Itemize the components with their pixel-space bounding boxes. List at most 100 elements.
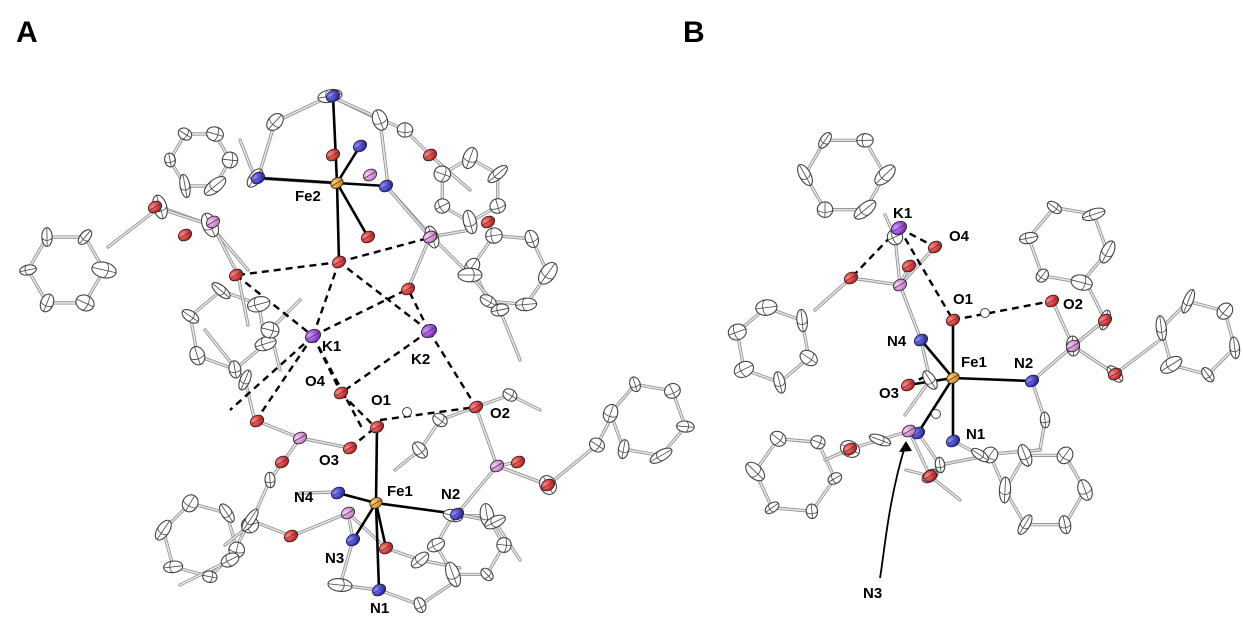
a-ring-upright-carbon-2-meridian	[437, 199, 446, 213]
a-ring-midleft-carbon-4-meridian	[217, 286, 226, 296]
a-o-fe2-b-axis	[361, 233, 375, 241]
a-ring-right-carbon-1-meridian	[656, 450, 664, 462]
label-b-o2: O2	[1063, 296, 1083, 313]
b-ring-lowright-carbon-2-axis	[1018, 514, 1032, 535]
a-chain-12-carbon-1-axis	[416, 597, 424, 613]
a-ring-upright-carbon-2-axis	[435, 202, 450, 210]
b-ring-top-carbon-0-axis	[875, 165, 895, 185]
a-ring-midright-carbon-1	[514, 297, 538, 312]
a-contact-2	[312, 287, 409, 338]
a-ring-right-carbon-2	[617, 439, 630, 460]
b-ring-left-carbon-1	[773, 371, 786, 394]
label-a-o1: O1	[371, 392, 391, 409]
a-fe-bond-10	[335, 181, 341, 264]
b-ring-left-carbon-5-meridian	[796, 319, 808, 325]
b-k1-axis	[891, 223, 907, 233]
a-chain-8-carbon-1-meridian	[264, 479, 276, 484]
a-ring-upleft-carbon-4-axis	[178, 129, 192, 139]
a-p-low-c-axis	[341, 509, 355, 517]
b-chain-3-bond-1-hl	[904, 379, 931, 416]
a-o-left-1	[147, 200, 163, 214]
a-ring-left-carbon-0	[91, 261, 117, 279]
a-k1	[305, 328, 321, 344]
a-o-fe2-a	[325, 148, 341, 162]
b-ring-right-carbon-4-meridian	[1183, 299, 1193, 307]
a-chain-7-carbon-1	[238, 369, 252, 391]
a-ring-upright-carbon-4	[462, 146, 478, 170]
a-ring-upleft-carbon-0-meridian	[229, 151, 234, 169]
a-p-fe2	[362, 168, 378, 182]
panel-b-structure: K1 O4 O1 O2 N4 Fe1 N2 O3 N1 N3	[727, 132, 1241, 602]
b-ring-lowleft-carbon-5-meridian	[815, 435, 822, 449]
b-chain-4-carbon-1-axis	[938, 457, 942, 473]
a-ring-upleft-carbon-5	[206, 126, 224, 142]
b-ring-right-carbon-0-axis	[1232, 336, 1237, 359]
a-ring-midleft-carbon-1-meridian	[228, 368, 242, 373]
a-chain-2-carbon-1-axis	[268, 114, 282, 130]
b-ring-right-carbon-3-meridian	[1155, 327, 1167, 333]
b-ring-lowleft-carbon-1-meridian	[805, 510, 818, 515]
a-k1-axis	[305, 331, 321, 341]
a-n4-axis	[331, 489, 345, 497]
a-ring-left-carbon-0-axis	[91, 266, 117, 274]
b-ring-left-carbon-2-axis	[734, 364, 754, 375]
a-ring-lowleft-carbon-1-meridian	[208, 570, 213, 583]
b-ring-lowright-carbon-4-axis	[1020, 444, 1030, 467]
a-p-low-r-axis	[490, 462, 504, 470]
a-fe-bond-5	[374, 501, 388, 550]
b-ring-lowleft-carbon-1-axis	[810, 503, 813, 519]
a-p-low-l-axis	[293, 434, 307, 442]
b-ring-upright-carbon-4-meridian	[1051, 203, 1059, 213]
a-o1-axis	[370, 423, 384, 431]
b-ring-right-carbon-3-axis	[1159, 315, 1164, 341]
b-ring-upright-carbon-0-axis	[1101, 241, 1114, 263]
a-chain-5-carbon-2	[457, 267, 483, 283]
a-ring-upleft-carbon-5-axis	[206, 131, 224, 137]
a-chain-14-carbon-2	[412, 441, 428, 459]
b-ring-top-carbon-2	[816, 201, 834, 218]
a-fe-bond-6	[331, 94, 339, 185]
a-ring-midleft-carbon-3	[181, 308, 200, 324]
a-ring-midleft-carbon-2	[189, 346, 206, 366]
a-ring-right-carbon-1	[649, 447, 673, 464]
a-fe-bond-8	[335, 181, 388, 188]
a-ring-upleft-carbon-2	[179, 173, 191, 199]
a-ring-upleft-carbon-3-axis	[168, 153, 172, 167]
a-ring-midright-carbon-5-axis	[528, 230, 536, 248]
a-ring-lowleft-carbon-5-axis	[220, 504, 234, 523]
a-ring-lowleft-carbon-4-meridian	[183, 499, 198, 509]
b-fe-bond-2	[919, 338, 955, 380]
a-chain-3-bond-0-hl	[329, 95, 406, 131]
a-fe-bond-2	[336, 491, 378, 505]
b-ring-top-carbon-1	[853, 199, 877, 220]
b-h-o3	[931, 409, 941, 419]
a-chain-5-carbon-3	[490, 303, 510, 317]
a-chain-2-carbon-1	[266, 112, 284, 132]
panel-b-iron-bonds	[906, 318, 1034, 443]
a-o-up-r-axis	[423, 151, 437, 159]
a-ring-lowleft-carbon-5	[218, 503, 235, 523]
a-ring-upright-carbon-1-meridian	[463, 220, 477, 227]
a-chain-16-carbon-1-axis	[503, 390, 517, 400]
b-p-low	[901, 424, 917, 438]
a-k2-axis	[421, 326, 437, 336]
b-ring-lowright-carbon-4	[1017, 444, 1033, 467]
a-chain-9-carbon-2	[588, 437, 606, 453]
a-chain-12-bond-0-hl	[378, 589, 421, 606]
b-ring-top-carbon-0	[874, 164, 896, 186]
b-ring-top-carbon-5-meridian	[861, 133, 866, 148]
a-p-low-r	[489, 459, 505, 473]
b-ring-left-carbon-3-axis	[728, 328, 747, 336]
a-ring-midright-carbon-0-meridian	[541, 268, 555, 280]
b-chain-6-carbon-1	[971, 447, 989, 463]
a-chain-5-carbon-3-meridian	[496, 303, 502, 317]
b-ring-right-carbon-1-axis	[1202, 368, 1214, 382]
a-ring-midleft-carbon-0-axis	[255, 340, 277, 348]
b-ring-lowright-carbon-3-axis	[1003, 477, 1007, 503]
a-chain-14-carbon-1	[432, 412, 448, 428]
a-contact-1	[311, 261, 341, 337]
b-ring-top-carbon-5	[856, 133, 874, 148]
b-chain-3-carbon-1-axis	[923, 371, 937, 389]
a-ring-left-carbon-2-meridian	[40, 300, 54, 308]
b-chain-8-carbon-1	[868, 433, 892, 447]
